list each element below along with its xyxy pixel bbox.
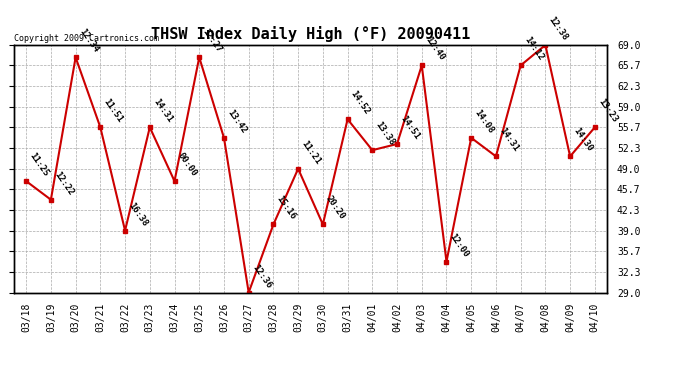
Text: 14:52: 14:52 <box>349 89 372 117</box>
Text: 12:34: 12:34 <box>77 27 100 55</box>
Text: 11:21: 11:21 <box>299 139 322 166</box>
Text: 13:23: 13:23 <box>596 98 619 124</box>
Text: 12:27: 12:27 <box>201 27 224 55</box>
Text: 14:51: 14:51 <box>398 114 421 141</box>
Text: Copyright 2009 Cartronics.com: Copyright 2009 Cartronics.com <box>14 33 159 42</box>
Text: 13:38: 13:38 <box>374 120 397 147</box>
Text: 12:38: 12:38 <box>546 15 569 42</box>
Text: 11:51: 11:51 <box>101 98 124 124</box>
Text: 14:30: 14:30 <box>571 126 594 154</box>
Text: 12:22: 12:22 <box>52 170 75 197</box>
Text: 13:42: 13:42 <box>226 108 248 135</box>
Text: 11:25: 11:25 <box>28 151 50 178</box>
Text: 14:31: 14:31 <box>497 126 520 154</box>
Text: 00:00: 00:00 <box>176 151 199 178</box>
Text: 12:36: 12:36 <box>250 262 273 290</box>
Text: 20:20: 20:20 <box>324 195 347 222</box>
Text: 16:38: 16:38 <box>126 201 149 228</box>
Text: 15:16: 15:16 <box>275 195 297 222</box>
Text: 14:12: 14:12 <box>522 36 545 63</box>
Text: 14:31: 14:31 <box>151 98 174 124</box>
Text: 12:00: 12:00 <box>448 232 471 259</box>
Text: 12:40: 12:40 <box>423 36 446 63</box>
Text: 14:08: 14:08 <box>473 108 495 135</box>
Title: THSW Index Daily High (°F) 20090411: THSW Index Daily High (°F) 20090411 <box>151 27 470 42</box>
